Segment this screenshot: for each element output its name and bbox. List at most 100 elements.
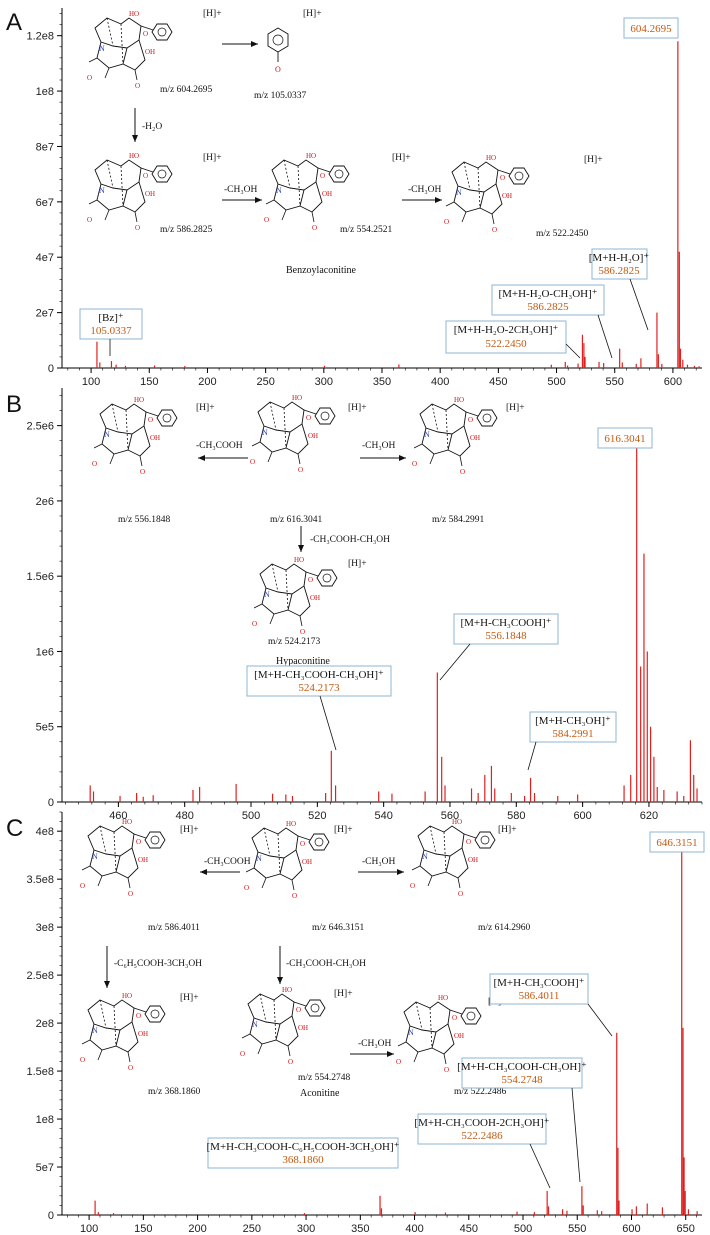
annotation-mz: 586.2825 [598,265,640,277]
structure-c-554 [239,985,326,1067]
structure-a-105 [267,27,289,75]
x-tick-label: 520 [308,810,326,822]
ion-tag-a-4: [H]+ [392,153,411,163]
annotation-c-368: [M+H-CH₃COOH-C₆H₅COOH-3CH₃OH]⁺ 368.1860 [207,1137,400,1169]
annotation-label: [M+H-CH₃COOH]⁺ [460,617,551,629]
scheme-label-c-522: m/z 522.2486 [454,1087,506,1097]
y-tick-label: 4e8 [36,826,54,838]
structure-a-586 [86,151,173,233]
scheme-label-b-616: m/z 616.3041 [270,515,322,525]
y-tick-label: 0 [48,797,54,809]
annotation-label: [M+H-CH₃COOH]⁺ [493,977,584,989]
arrow-label-a-3: -CH₃OH [408,185,442,195]
x-tick-label: 300 [297,1223,315,1235]
ion-tag-b-1: [H]+ [196,403,215,413]
y-tick-label: 3e8 [36,922,54,934]
ion-tag-a-5: [H]+ [584,155,603,165]
annotation-mz: 554.2748 [501,1074,543,1086]
scheme-label-a-105: m/z 105.0337 [254,91,306,101]
scheme-label-a-586: m/z 586.2825 [160,225,212,235]
spectrum-b: 460 480 500 520 540 560 580 600 62005e51e61.5e62… [26,388,703,822]
leader-line [587,1003,613,1037]
x-tick-label: 620 [640,810,658,822]
leader-line [565,343,581,359]
scheme-label-a-554: m/z 554.2521 [340,225,392,235]
spectrum-a: 100 150 200 250 300 350 400 450 500 550 600 0 2e7 4e7… [26,8,702,388]
annotation-c-522: [M+H-CH₃COOH-2CH₃OH]⁺ 522.2486 [414,1113,551,1189]
structure-b-524 [251,555,338,637]
x-tick-label: 400 [405,1223,423,1235]
arrow-label-c-5: -CH₃OH [358,1039,392,1049]
scheme-label-c-646: m/z 646.3151 [312,923,364,933]
arrow-label-c-4: -CH₃COOH-CH₃OH [286,959,366,969]
y-tick-label: 5e5 [36,722,54,734]
structure-a-554 [263,151,350,233]
annotation-a-105: [Bz]⁺ 105.0337 [79,308,143,356]
label-box [489,973,589,1005]
x-tick-label: 540 [374,810,392,822]
structure-b-584 [411,395,498,477]
annotation-mz: 522.2450 [485,338,527,350]
label-box [649,831,705,853]
annotation-label: [M+H-CH₃COOH-CH₃OH]⁺ [254,669,384,681]
label-box [79,308,143,340]
annotation-label: [M+H-H₂O-CH₃OH]⁺ [498,288,597,300]
leader-line [597,314,613,359]
x-tick-label: 450 [489,376,507,388]
x-tick-label: 350 [351,1223,369,1235]
x-tick-label: 200 [198,376,216,388]
x-tick-label: 250 [243,1223,261,1235]
arrow-label-c-1: -CH₃COOH [204,857,251,867]
y-tick-label: 5e7 [36,1162,54,1174]
x-tick-label: 480 [176,810,194,822]
spectrum-c: 100 150 200 250 300 350 400 450 500 550 600 650 0 5e7… [26,811,702,1235]
x-tick-label: 150 [140,376,158,388]
annotation-c-646: 646.3151 [649,831,705,853]
y-tick-label: 1e6 [36,646,54,658]
arrow-label-a-2: -CH₃OH [224,185,258,195]
label-box [246,665,392,697]
x-tick-label: 500 [242,810,260,822]
annotation-mz: 524.2173 [298,682,340,694]
y-tick-label: 2e7 [36,308,54,320]
y-tick-label: 3.5e8 [26,874,54,886]
label-box [453,613,559,645]
y-tick-label: 1.5e6 [26,571,54,583]
y-tick-label: 0 [48,363,54,375]
annotation-a-586: [M+H-H₂O]⁺ 586.2825 [589,248,650,331]
annotation-mz: 556.1848 [485,630,527,642]
annotation-label: [M+H-H₂O-2CH₃OH]⁺ [454,324,559,336]
leader-line [571,1087,581,1183]
label-box [445,320,567,354]
label-box [417,1113,547,1145]
structure-a-604 [86,9,173,91]
annotation-c-554: [M+H-CH₃COOH-CH₃OH]⁺ 554.2748 [457,1057,587,1183]
x-tick-label: 100 [82,376,100,388]
x-tick-label: 150 [134,1223,152,1235]
panel-letter-a: A [6,9,22,36]
scheme-label-b-584: m/z 584.2991 [432,515,484,525]
arrow-label-b-3: -CH₃COOH-CH₃OH [310,535,390,545]
panel-letter-b: B [6,391,22,418]
annotation-a-522: [M+H-H₂O-2CH₃OH]⁺ 522.2450 [445,320,581,359]
scheme-label-b-556: m/z 556.1848 [118,515,170,525]
scheme-label-c-586: m/z 586.4011 [148,923,200,933]
y-tick-label: 1.2e8 [26,31,54,43]
arrow-label-a-1: -H₂O [142,122,162,132]
label-box [623,17,679,39]
annotation-b-616: 616.3041 [597,427,653,449]
leader-line [629,278,649,331]
y-tick-label: 4e7 [36,252,54,264]
annotation-mz: 105.0337 [90,325,132,337]
y-tick-label: 1e8 [36,1114,54,1126]
scheme-b: -CH₃COOH -CH₃OH -CH₃COOH-CH₃OH m/z 556.1… [91,393,525,667]
leader-line [529,1143,551,1189]
label-box [461,1057,583,1089]
annotation-label: [M+H-H₂O]⁺ [589,252,650,264]
y-tick-label: 2e6 [36,496,54,508]
ion-tag-c-2: [H]+ [334,825,353,835]
x-tick-label: 600 [664,376,682,388]
panel-b: B 460 480 500 520 540 560 580 600 62005e51e61.5e… [6,388,703,822]
annotation-mz: 586.4011 [519,990,560,1002]
